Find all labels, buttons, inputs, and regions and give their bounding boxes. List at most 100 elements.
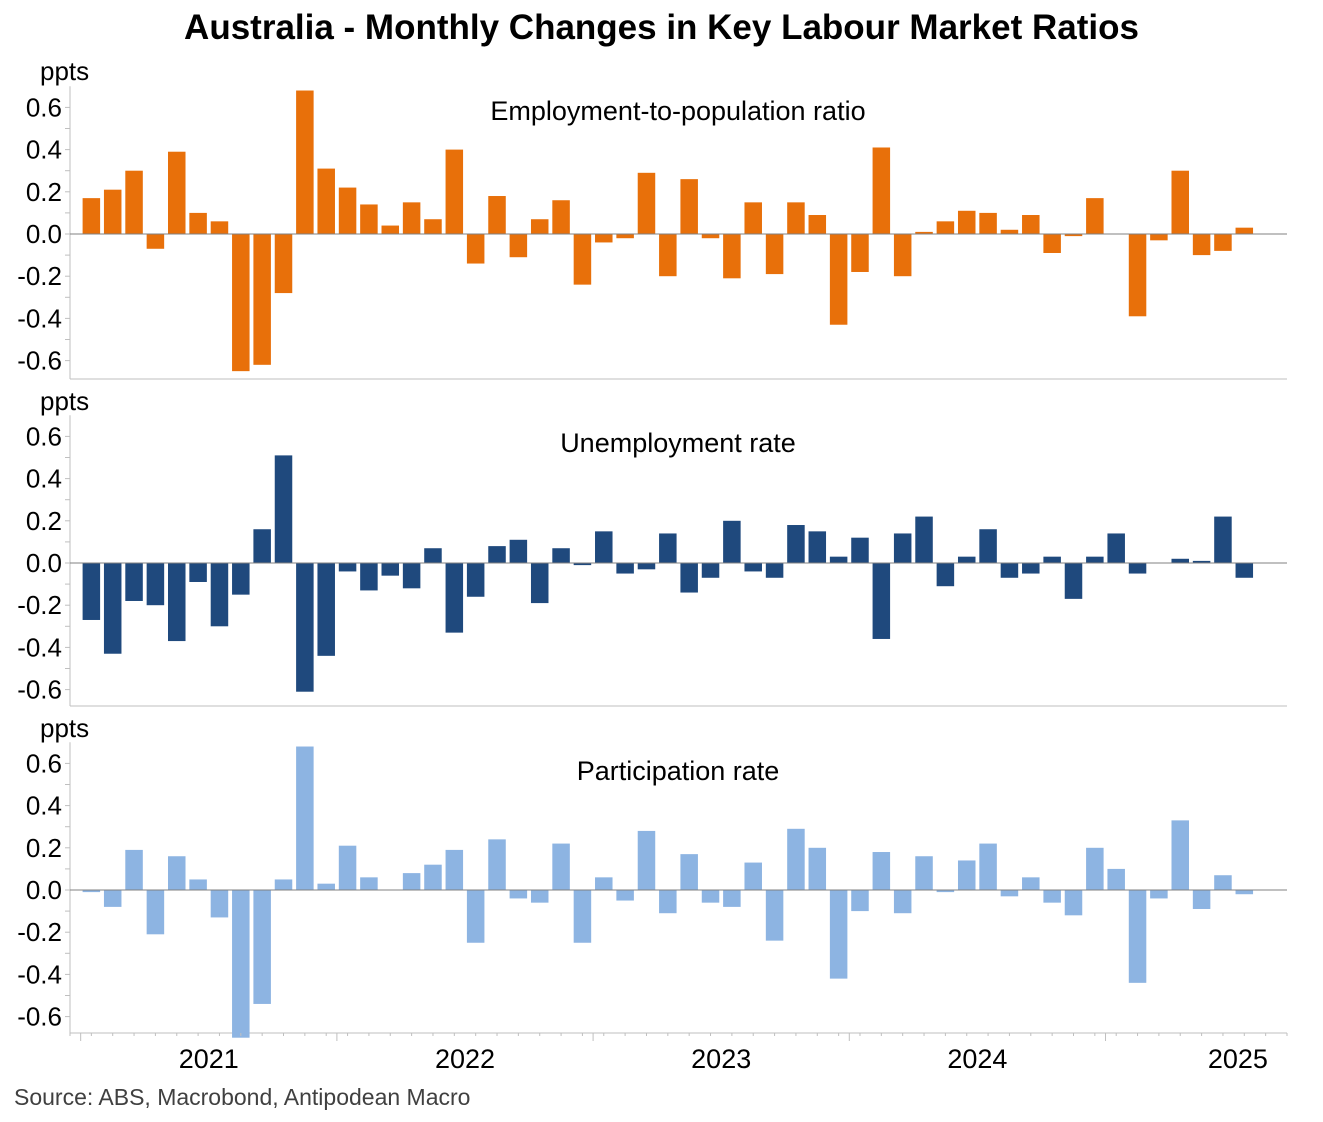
bar bbox=[808, 531, 827, 563]
bar bbox=[787, 202, 805, 234]
bar bbox=[1150, 234, 1168, 241]
bar bbox=[1107, 533, 1125, 563]
bar bbox=[552, 843, 570, 890]
bar bbox=[1107, 868, 1125, 890]
bar bbox=[723, 520, 741, 563]
bar bbox=[595, 531, 613, 563]
y-tick-label: -0.2 bbox=[17, 261, 62, 291]
bar bbox=[1128, 890, 1147, 983]
bar bbox=[146, 563, 165, 606]
bar bbox=[338, 187, 357, 234]
bar bbox=[979, 843, 997, 890]
bar bbox=[381, 563, 400, 576]
bar bbox=[1064, 563, 1083, 599]
bar bbox=[146, 234, 165, 249]
bar bbox=[274, 879, 293, 890]
bar bbox=[317, 563, 335, 656]
bar bbox=[744, 202, 762, 234]
bar bbox=[530, 563, 549, 604]
y-tick-label: 0.2 bbox=[26, 833, 62, 863]
bar bbox=[530, 219, 549, 234]
bar bbox=[103, 563, 122, 654]
bar bbox=[146, 890, 165, 935]
bar bbox=[659, 890, 677, 914]
bar bbox=[125, 170, 143, 234]
bar bbox=[573, 563, 592, 566]
bar bbox=[509, 234, 528, 258]
bar bbox=[1150, 890, 1168, 899]
bar bbox=[445, 149, 464, 234]
bar bbox=[1192, 234, 1211, 256]
bar bbox=[466, 890, 485, 943]
bar bbox=[1086, 198, 1104, 234]
y-tick-label: -0.2 bbox=[17, 590, 62, 620]
bar bbox=[1214, 516, 1232, 563]
y-tick-label: 0.4 bbox=[26, 791, 62, 821]
x-tick-label: 2021 bbox=[179, 1044, 239, 1074]
bar bbox=[1000, 890, 1019, 897]
bar bbox=[936, 221, 955, 234]
bar bbox=[1235, 890, 1254, 895]
bar bbox=[573, 890, 592, 943]
y-tick-label: 0.4 bbox=[26, 464, 62, 494]
bar bbox=[957, 556, 976, 563]
bar bbox=[765, 890, 784, 941]
bar bbox=[210, 890, 229, 918]
source-note: Source: ABS, Macrobond, Antipodean Macro bbox=[14, 1084, 471, 1110]
bar bbox=[957, 860, 976, 890]
bar bbox=[1192, 890, 1211, 909]
bar bbox=[1064, 890, 1083, 916]
bar bbox=[210, 221, 229, 234]
bar bbox=[402, 563, 421, 589]
bar bbox=[488, 839, 506, 890]
bar bbox=[1171, 170, 1189, 234]
bar bbox=[296, 746, 314, 890]
bar bbox=[1086, 556, 1104, 563]
bar bbox=[232, 890, 250, 1038]
bar bbox=[82, 198, 101, 234]
bar bbox=[915, 231, 933, 234]
bar bbox=[659, 234, 677, 277]
bar bbox=[296, 563, 314, 692]
bar bbox=[445, 563, 464, 633]
bar bbox=[125, 563, 143, 601]
bar bbox=[424, 548, 442, 563]
bar bbox=[1086, 847, 1104, 890]
bar bbox=[1128, 563, 1147, 574]
bar bbox=[189, 212, 207, 234]
bar bbox=[488, 196, 506, 234]
bar bbox=[851, 537, 869, 563]
x-tick-label: 2025 bbox=[1208, 1044, 1268, 1074]
bar bbox=[744, 862, 762, 890]
bar bbox=[1000, 229, 1019, 234]
bar bbox=[637, 563, 656, 570]
bar bbox=[360, 563, 378, 591]
y-tick-label: -0.4 bbox=[17, 303, 62, 333]
bar bbox=[103, 189, 122, 234]
y-tick-label: 0.6 bbox=[26, 748, 62, 778]
bar bbox=[232, 234, 250, 372]
unit-label: ppts bbox=[40, 386, 89, 416]
bar bbox=[1235, 227, 1254, 234]
bar bbox=[936, 890, 955, 893]
bar bbox=[893, 890, 912, 914]
bar bbox=[765, 563, 784, 578]
bar bbox=[509, 890, 528, 899]
figure-title: Australia - Monthly Changes in Key Labou… bbox=[184, 8, 1139, 47]
bar bbox=[1022, 877, 1040, 890]
bar bbox=[125, 849, 143, 890]
bar bbox=[595, 877, 613, 890]
y-tick-label: 0.0 bbox=[26, 219, 62, 249]
x-tick-label: 2022 bbox=[435, 1044, 495, 1074]
bar bbox=[509, 539, 528, 563]
bar bbox=[317, 168, 335, 234]
bar bbox=[253, 890, 271, 1004]
x-tick-label: 2024 bbox=[947, 1044, 1007, 1074]
panel-title: Unemployment rate bbox=[560, 428, 796, 458]
bar bbox=[1128, 234, 1147, 317]
bar bbox=[274, 234, 293, 294]
bar bbox=[872, 852, 891, 890]
bar bbox=[189, 879, 207, 890]
bar bbox=[595, 234, 613, 243]
